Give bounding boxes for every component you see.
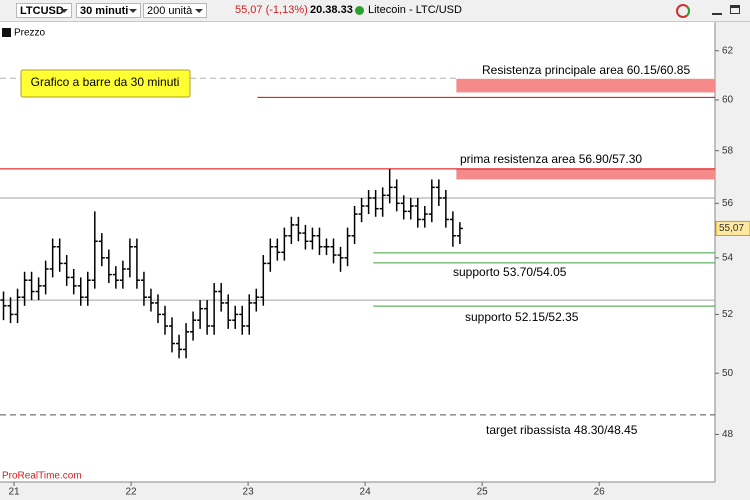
plot [0, 77, 715, 416]
y-tick-label: 56 [722, 198, 734, 209]
price-tag [715, 220, 750, 236]
symbol-select[interactable]: LTCUSD [16, 3, 72, 18]
annotation: supporto 52.15/52.35 [465, 310, 579, 324]
timeframe-select[interactable]: 30 minuti [76, 3, 141, 18]
x-tick-label: 26 [594, 487, 606, 498]
y-tick-label: 48 [722, 429, 734, 440]
y-tick-label: 60 [722, 95, 734, 106]
maximize-button[interactable] [730, 5, 740, 14]
annotation: supporto 53.70/54.05 [453, 265, 567, 279]
units: 200 unità [147, 5, 193, 17]
instrument: Litecoin - LTC/USD [368, 4, 462, 16]
timeframe: 30 minuti [80, 5, 129, 17]
y-tick-label: 62 [722, 45, 734, 56]
y-tick-label: 50 [722, 368, 734, 379]
price-change: 55,07 (-1,13%) [235, 4, 308, 16]
units-select[interactable]: 200 unità [143, 3, 207, 18]
x-tick-label: 22 [126, 487, 138, 498]
time: 20.38.33 [310, 4, 353, 16]
note: Grafico a barre da 30 minuti [31, 75, 180, 89]
note-box [20, 69, 191, 98]
y-axis-area [715, 22, 750, 500]
y-tick-label: 58 [722, 145, 734, 156]
x-axis-area [0, 482, 750, 500]
y-tick-label: 52 [722, 309, 734, 320]
x-tick-label: 21 [8, 487, 20, 498]
status-dot [355, 6, 364, 15]
legend-swatch [2, 28, 11, 37]
watermark: ProRealTime.com [2, 471, 82, 482]
x-tick-label: 25 [477, 487, 489, 498]
zone [456, 168, 715, 180]
price-tag-label: 55,07 [719, 223, 744, 234]
x-tick-label: 24 [360, 487, 372, 498]
y-tick-label: 54 [722, 252, 734, 263]
refresh-button[interactable] [676, 4, 690, 18]
zone [456, 78, 715, 93]
annotation: Resistenza principale area 60.15/60.85 [482, 63, 690, 77]
toolbar: LTCUSD 30 minuti 200 unità 55,07 (-1,13%… [0, 0, 750, 22]
x-tick-label: 23 [243, 487, 255, 498]
legend-label: Prezzo [14, 28, 46, 39]
annotation: target ribassista 48.30/48.45 [486, 423, 638, 437]
annotation: prima resistenza area 56.90/57.30 [460, 152, 642, 166]
symbol: LTCUSD [20, 5, 64, 17]
minimize-button[interactable] [712, 4, 722, 15]
